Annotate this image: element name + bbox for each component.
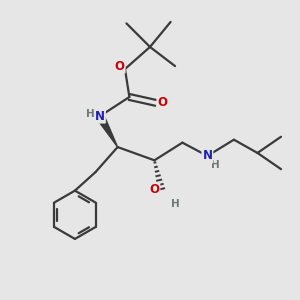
- Text: N: N: [95, 110, 105, 123]
- Text: H: H: [171, 200, 179, 209]
- Polygon shape: [96, 114, 118, 147]
- Text: O: O: [149, 183, 159, 196]
- Text: H: H: [86, 109, 95, 119]
- Text: O: O: [158, 96, 167, 110]
- Text: O: O: [115, 60, 125, 73]
- Text: N: N: [202, 149, 212, 162]
- Text: H: H: [211, 160, 220, 170]
